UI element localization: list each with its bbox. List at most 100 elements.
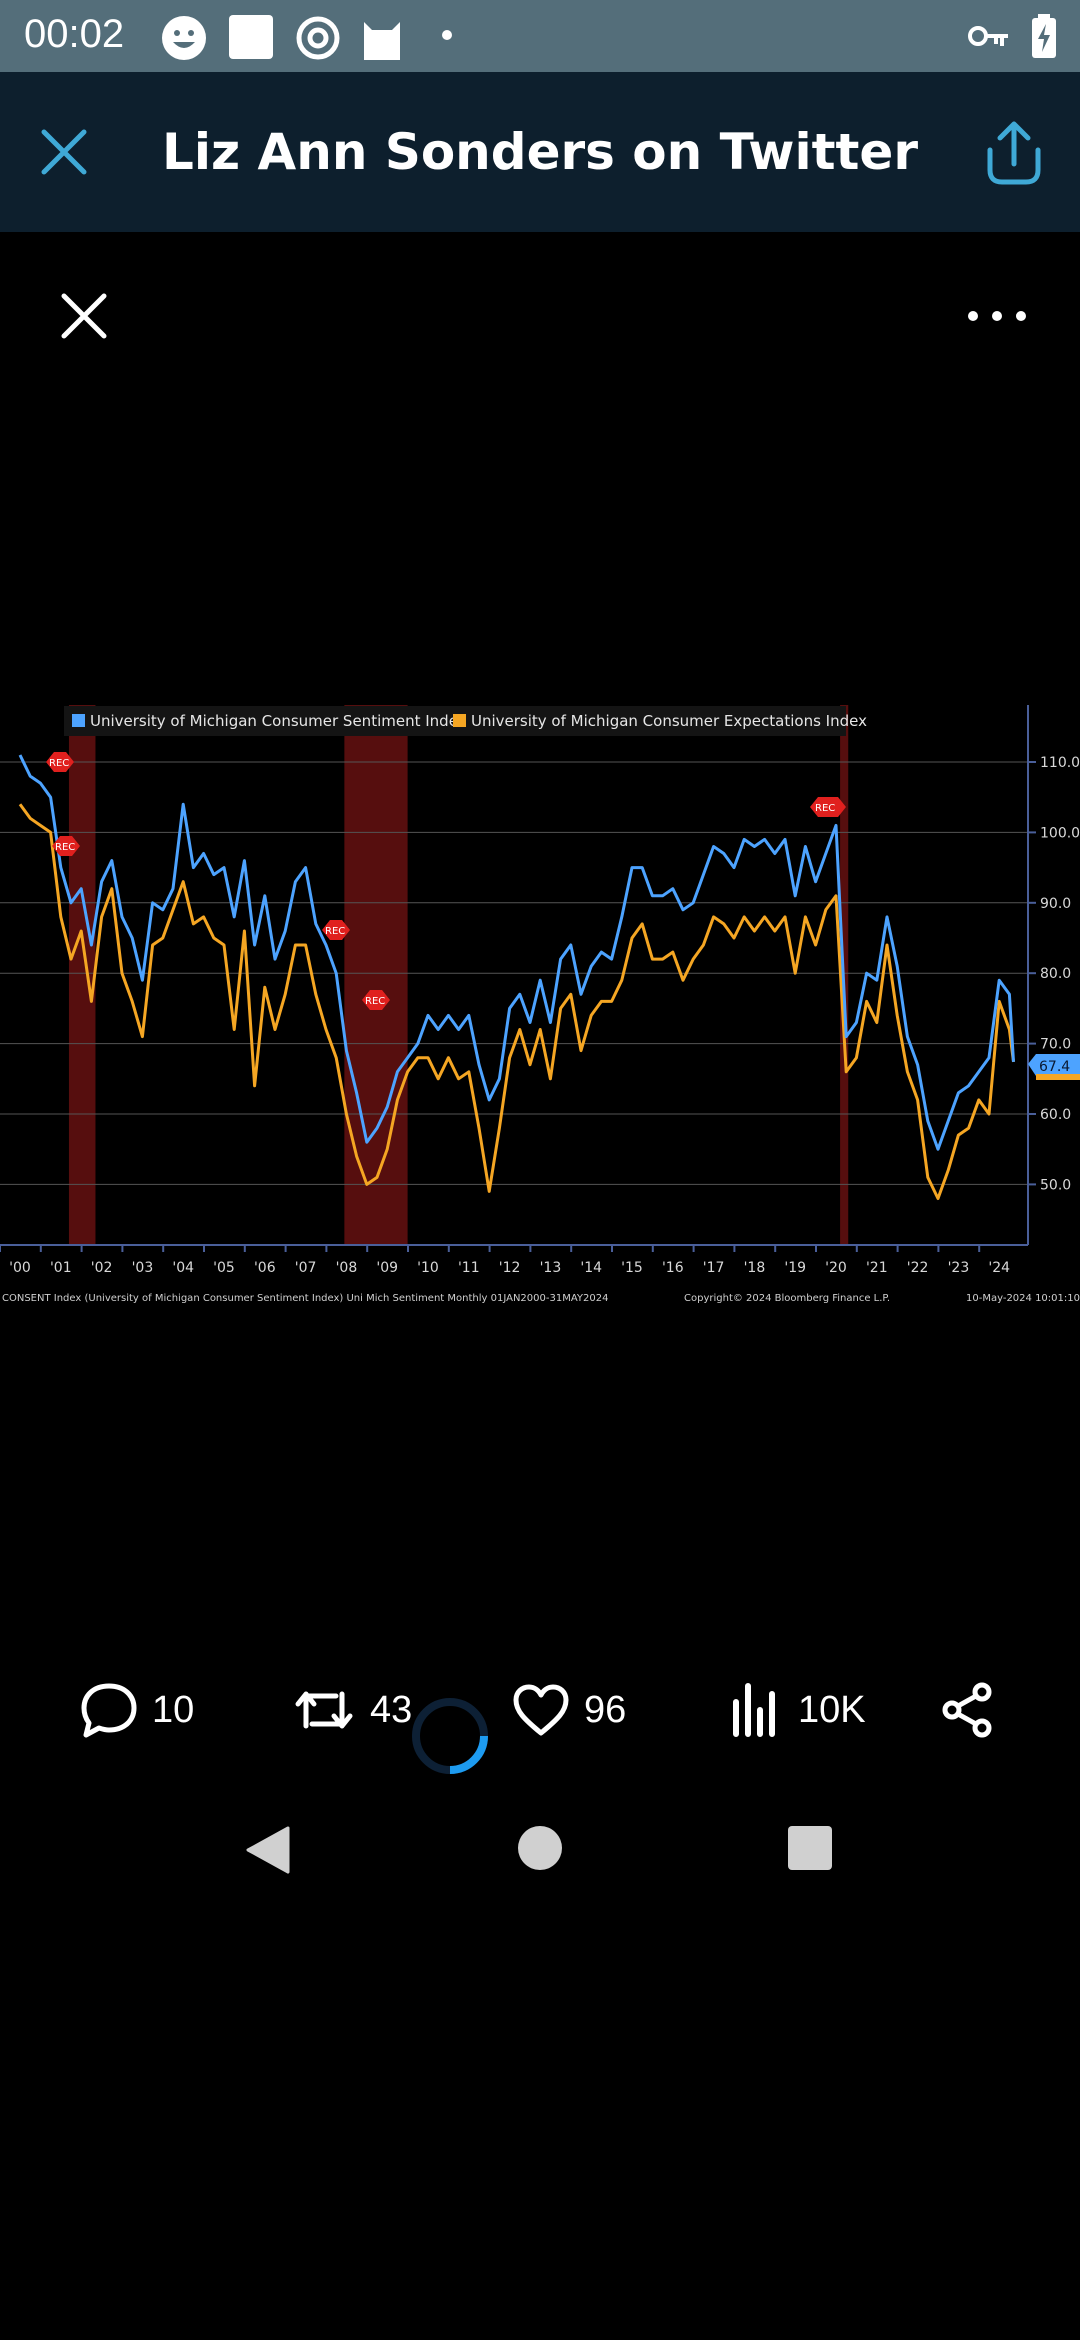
y-tick-label: 50.0 — [1040, 1177, 1071, 1193]
x-tick-label: '22 — [907, 1260, 929, 1276]
more-options-icon[interactable] — [962, 296, 1032, 336]
emoji-icon — [162, 16, 206, 60]
x-tick-label: '17 — [703, 1260, 725, 1276]
dot-icon — [442, 30, 452, 40]
x-tick-label: '00 — [9, 1260, 31, 1276]
x-tick-label: '09 — [376, 1260, 398, 1276]
svg-text:REC: REC — [55, 842, 75, 853]
views-count: 10K — [798, 1688, 866, 1731]
svg-text:REC: REC — [365, 996, 385, 1007]
x-tick-label: '21 — [866, 1260, 888, 1276]
image-icon — [229, 15, 273, 59]
like-button[interactable]: 96 — [512, 1670, 626, 1750]
legend-label-sentiment: University of Michigan Consumer Sentimen… — [90, 712, 467, 730]
last-value-badge: 67.4 — [1028, 1054, 1080, 1080]
last-value-badge-underline — [1036, 1074, 1080, 1080]
x-tick-label: '10 — [417, 1260, 439, 1276]
chart-legend: University of Michigan Consumer Sentimen… — [64, 706, 867, 736]
x-tick-label: '23 — [948, 1260, 970, 1276]
series-line-sentiment — [18, 754, 1015, 1151]
heart-icon — [513, 1684, 569, 1736]
x-tick-label: '14 — [580, 1260, 602, 1276]
last-value-label: 67.4 — [1039, 1059, 1070, 1075]
cat-icon — [364, 22, 400, 60]
chart-footer-copyright: Copyright© 2024 Bloomberg Finance L.P. — [684, 1293, 890, 1304]
legend-swatch-expectations — [453, 714, 466, 727]
android-nav-bar — [0, 1800, 1080, 1896]
chart-footer-timestamp: 10-May-2024 10:01:10 — [966, 1293, 1080, 1304]
chart-background — [0, 700, 1080, 1310]
x-tick-labels: '00 '01 '02 '03 '04 '05 '06 '07 '08 '09 '10 '11 '12 '… — [0, 1245, 1010, 1276]
views-chart-icon — [733, 1683, 775, 1737]
y-tick-label: 100.0 — [1040, 825, 1080, 841]
close-icon[interactable] — [28, 116, 100, 188]
x-tick-label: '20 — [825, 1260, 847, 1276]
x-tick-label: '13 — [540, 1260, 562, 1276]
page-title: Liz Ann Sonders on Twitter — [162, 123, 918, 181]
x-tick-label: '18 — [744, 1260, 766, 1276]
close-media-icon[interactable] — [56, 288, 112, 344]
series-lines — [18, 754, 1015, 1200]
like-count: 96 — [584, 1688, 627, 1731]
share-icon[interactable] — [976, 116, 1052, 188]
at-icon — [296, 16, 340, 60]
last-value-badge-shape — [1028, 1054, 1080, 1076]
status-time: 00:02 — [24, 12, 125, 56]
y-tick-labels: 110.0 100.0 90.0 80.0 70.0 60.0 50.0 — [1028, 755, 1080, 1193]
svg-text:REC: REC — [815, 803, 835, 814]
x-tick-label: '15 — [621, 1260, 643, 1276]
tweet-action-bar: 10 43 96 10K — [0, 1670, 1080, 1750]
status-bar: 00:02 — [0, 0, 1080, 72]
share-nodes-icon — [942, 1682, 992, 1738]
legend-label-expectations: University of Michigan Consumer Expectat… — [471, 712, 867, 730]
reply-icon — [81, 1683, 137, 1738]
recession-marker: REC — [362, 990, 390, 1010]
back-icon[interactable] — [244, 1824, 292, 1876]
x-tick-label: '05 — [213, 1260, 235, 1276]
recession-band — [344, 705, 408, 1245]
recession-markers: REC REC REC REC REC — [46, 752, 846, 1010]
line-chart: 110.0 100.0 90.0 80.0 70.0 60.0 50.0 '00 '01 '02… — [0, 700, 1080, 1310]
svg-text:REC: REC — [325, 926, 345, 937]
y-tick-label: 70.0 — [1040, 1037, 1071, 1053]
x-tick-label: '03 — [132, 1260, 154, 1276]
x-tick-label: '07 — [295, 1260, 317, 1276]
recession-band — [68, 705, 96, 1245]
y-tick-label: 90.0 — [1040, 896, 1071, 912]
home-icon[interactable] — [516, 1824, 564, 1872]
app-header: Liz Ann Sonders on Twitter — [0, 72, 1080, 232]
legend-swatch-sentiment — [72, 714, 85, 727]
share-tweet-button[interactable] — [940, 1670, 996, 1750]
x-tick-label: '19 — [784, 1260, 806, 1276]
recession-marker: REC — [52, 836, 80, 856]
x-tick-label: '16 — [662, 1260, 684, 1276]
chart-footer-source: CONSENT Index (University of Michigan Co… — [2, 1293, 608, 1304]
x-tick-label: '04 — [172, 1260, 194, 1276]
loading-spinner-icon — [412, 1698, 488, 1774]
y-tick-label: 110.0 — [1040, 755, 1080, 771]
x-tick-label: '01 — [50, 1260, 72, 1276]
battery-icon — [1032, 14, 1056, 58]
y-tick-label: 60.0 — [1040, 1107, 1071, 1123]
series-line-expectations — [18, 803, 1015, 1200]
recession-marker: REC — [810, 797, 846, 817]
retweet-icon — [295, 1691, 353, 1729]
x-tick-label: '08 — [336, 1260, 358, 1276]
reply-count: 10 — [152, 1688, 195, 1731]
x-tick-label: '02 — [91, 1260, 113, 1276]
recents-icon[interactable] — [786, 1824, 834, 1872]
retweet-count: 43 — [370, 1688, 413, 1731]
y-tick-label: 80.0 — [1040, 966, 1071, 982]
recession-marker: REC — [46, 752, 74, 772]
x-tick-label: '24 — [988, 1260, 1010, 1276]
chart-image[interactable]: 110.0 100.0 90.0 80.0 70.0 60.0 50.0 '00 '01 '02… — [0, 700, 1080, 1310]
x-tick-label: '06 — [254, 1260, 276, 1276]
vpn-key-icon — [968, 26, 1008, 46]
x-tick-label: '11 — [458, 1260, 480, 1276]
retweet-button[interactable]: 43 — [292, 1670, 412, 1750]
svg-text:REC: REC — [49, 758, 69, 769]
reply-button[interactable]: 10 — [80, 1670, 194, 1750]
views-button[interactable]: 10K — [728, 1670, 866, 1750]
x-tick-label: '12 — [499, 1260, 521, 1276]
recession-marker: REC — [322, 920, 350, 940]
